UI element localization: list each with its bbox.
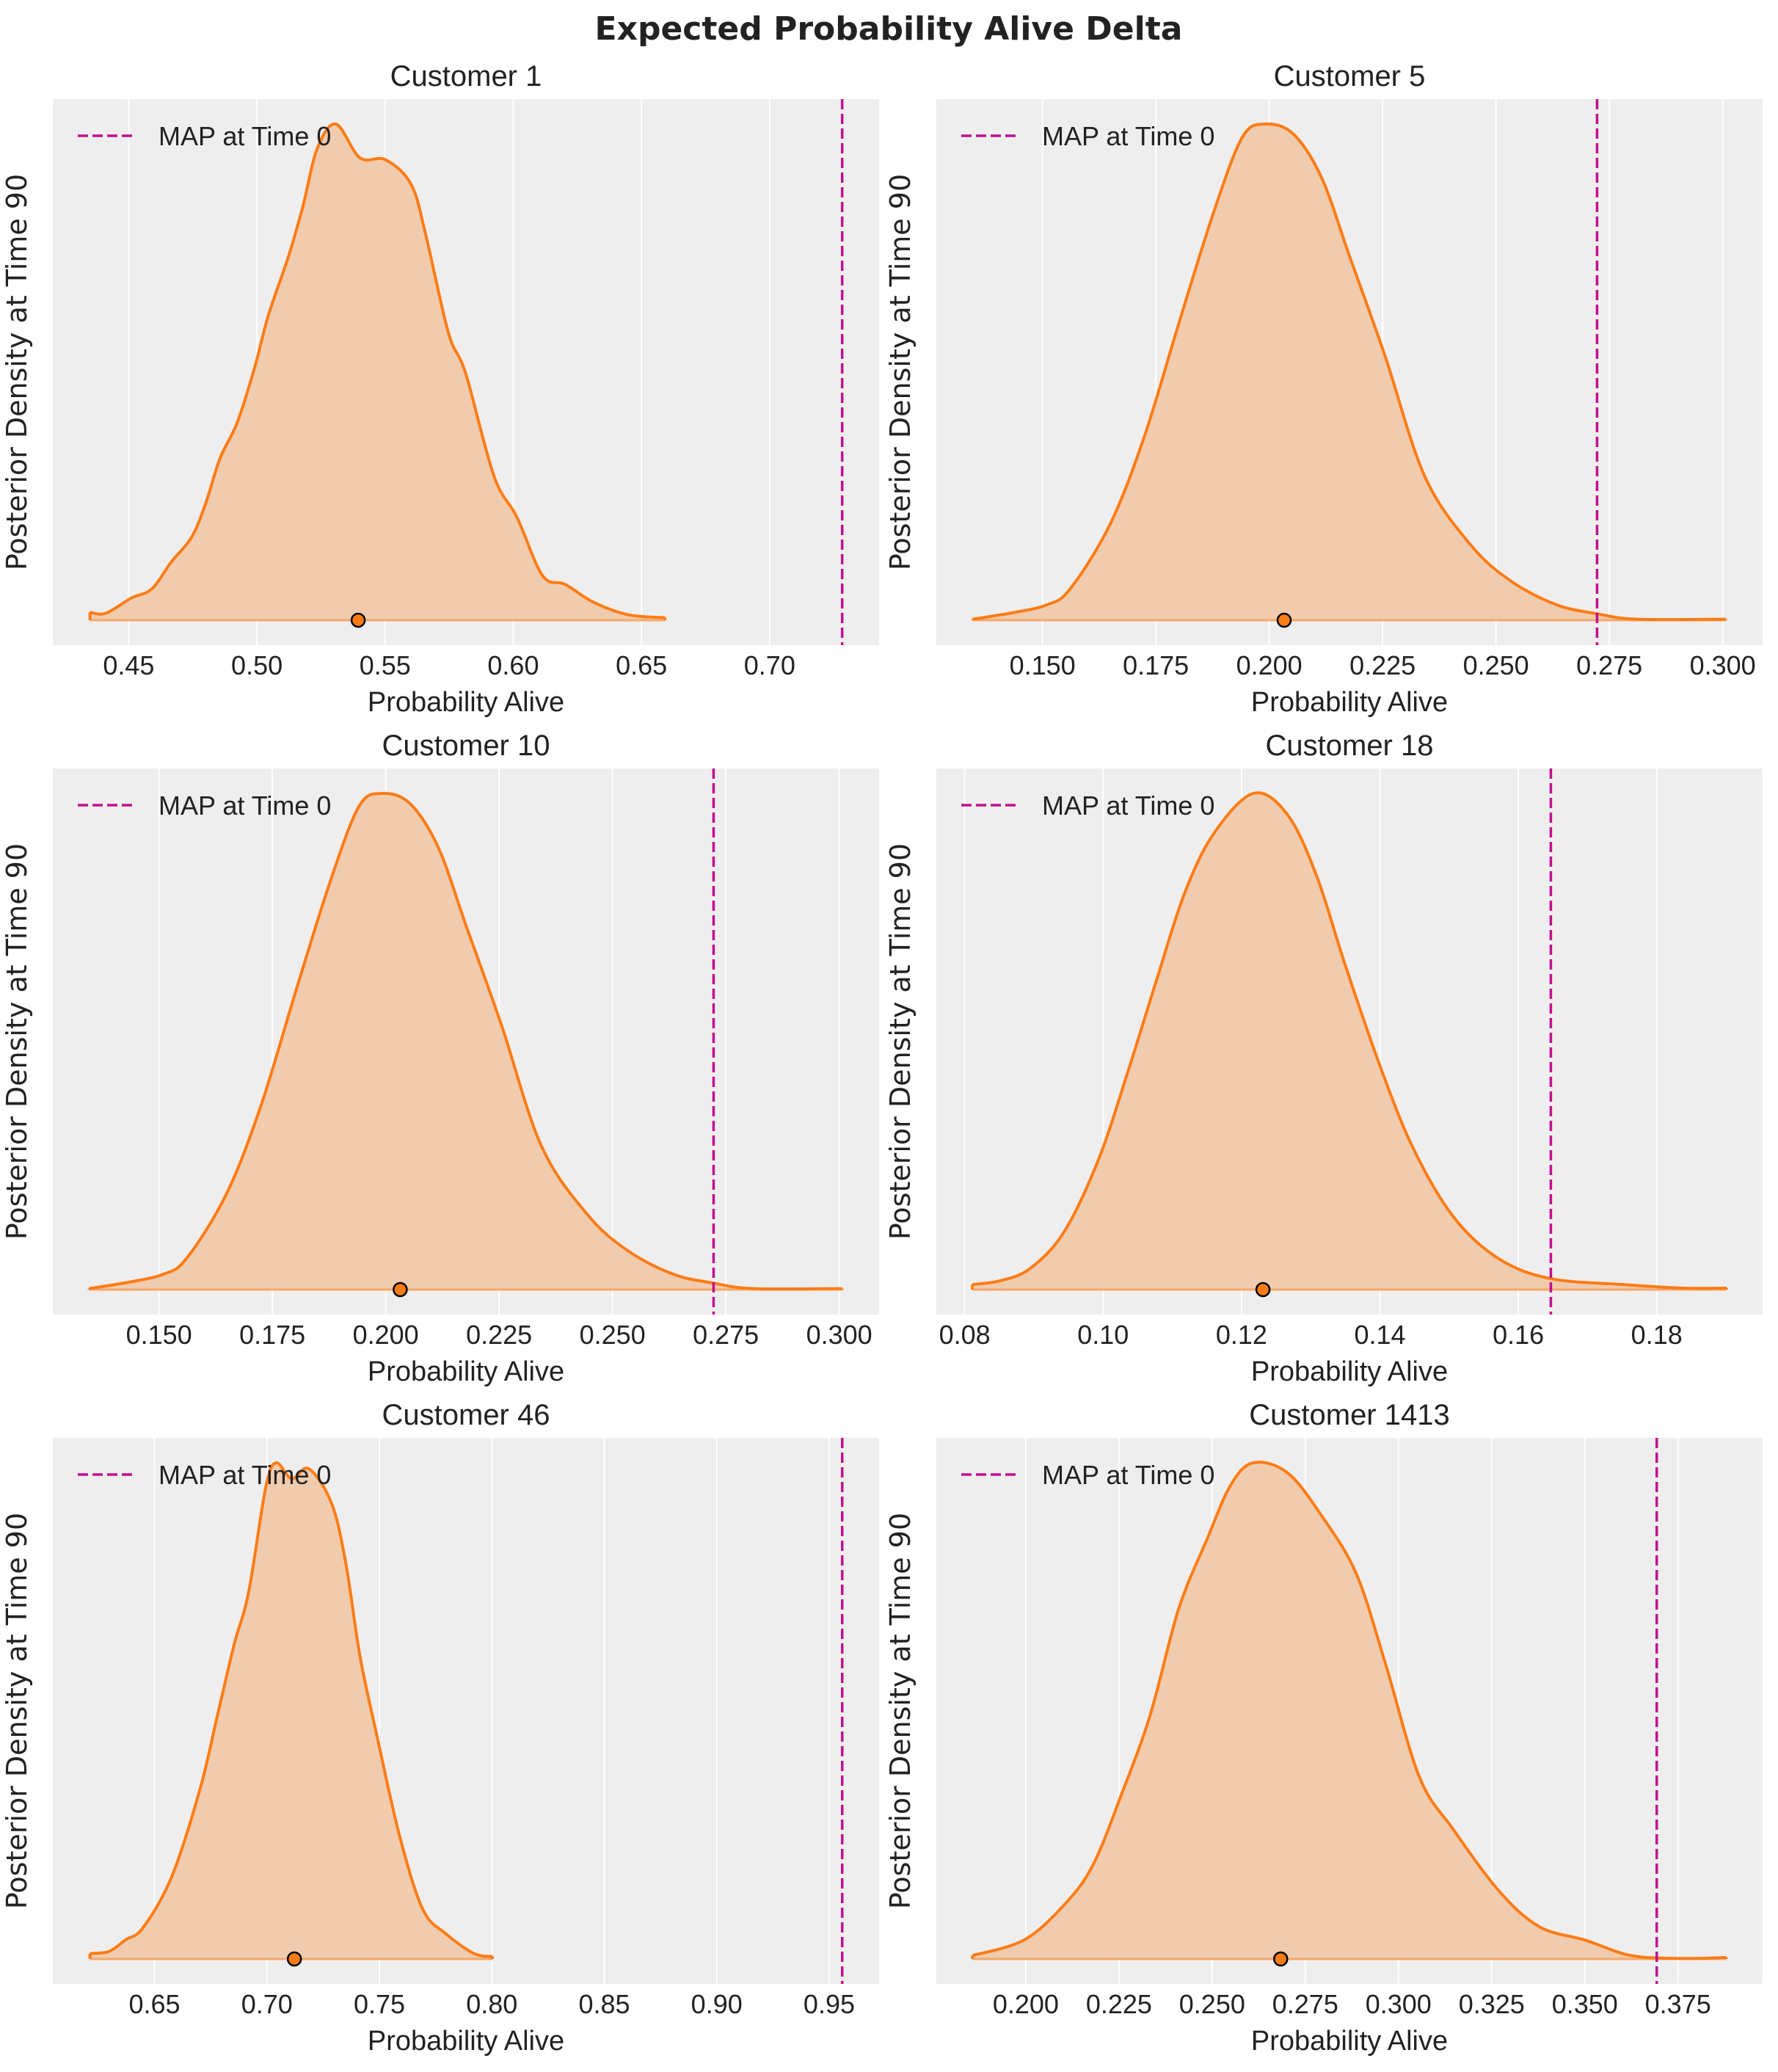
x-tick-label: 0.225	[1349, 650, 1416, 680]
x-tick-label: 0.18	[1631, 1320, 1683, 1350]
x-tick-label: 0.12	[1216, 1320, 1267, 1350]
subplot-title: Customer 5	[1274, 60, 1426, 92]
x-tick-label: 0.300	[1690, 650, 1756, 680]
x-tick-label: 0.90	[691, 1989, 743, 2019]
subplot-title: Customer 10	[382, 730, 550, 762]
x-axis-label: Probability Alive	[368, 1356, 564, 1387]
density-fill	[972, 793, 1727, 1290]
density-curve	[972, 122, 1726, 622]
x-tick-label: 0.300	[1366, 1989, 1432, 2019]
figure-title: Expected Probability Alive Delta	[595, 10, 1183, 48]
point-estimate-marker	[286, 1951, 302, 1967]
x-tick-label: 0.225	[466, 1320, 532, 1350]
x-tick-label: 0.60	[487, 650, 539, 680]
subplot-title: Customer 1	[390, 60, 542, 92]
y-axis-label: Posterior Density at Time 90	[1, 174, 33, 570]
density-curve	[972, 1461, 1727, 1960]
legend-label: MAP at Time 0	[1042, 1460, 1214, 1490]
subplot-4: 0.08 0.10 0.12 0.14 0.16 0.18 MAP at Time 0 Cus…	[884, 730, 1763, 1387]
x-tick-label: 0.300	[806, 1320, 872, 1350]
legend: MAP at Time 0	[78, 121, 331, 151]
x-tick-label: 0.45	[103, 650, 154, 680]
x-axis-label: Probability Alive	[1251, 2026, 1448, 2057]
subplot-6: 0.200 0.225 0.250 0.275 0.300 0.325 0.350 0.375…	[884, 1399, 1763, 2057]
density-curve	[89, 791, 842, 1291]
y-axis-label: Posterior Density at Time 90	[1, 1513, 33, 1909]
x-tick-label: 0.225	[1086, 1989, 1152, 2019]
point-estimate-marker	[1273, 1951, 1289, 1967]
density-fill	[89, 793, 842, 1290]
x-axis-label: Probability Alive	[368, 687, 564, 718]
x-axis-label: Probability Alive	[1251, 687, 1448, 718]
x-tick-label: 0.10	[1077, 1320, 1129, 1350]
x-tick-label: 0.175	[1123, 650, 1189, 680]
x-tick-label: 0.50	[231, 650, 283, 680]
density-curve	[972, 791, 1727, 1290]
y-axis-label: Posterior Density at Time 90	[884, 1513, 917, 1909]
x-tick-label: 0.275	[693, 1320, 759, 1350]
x-tick-label: 0.85	[578, 1989, 630, 2019]
legend-label: MAP at Time 0	[1042, 790, 1214, 821]
subplot-5: 0.65 0.70 0.75 0.80 0.85 0.90 0.95 MAP at Time …	[1, 1399, 879, 2057]
x-tick-label: 0.250	[580, 1320, 646, 1350]
x-tick-label: 0.350	[1552, 1989, 1618, 2019]
legend: MAP at Time 0	[961, 121, 1214, 151]
density-fill	[972, 1462, 1727, 1959]
subplot-title: Customer 18	[1266, 730, 1434, 762]
subplot-title: Customer 1413	[1249, 1399, 1449, 1431]
legend: MAP at Time 0	[78, 790, 331, 821]
x-tick-label: 0.08	[939, 1320, 991, 1350]
legend-label: MAP at Time 0	[159, 1460, 331, 1490]
point-estimate-marker	[393, 1282, 408, 1298]
subplots: 0.45 0.50 0.55 0.60 0.65 0.70 MAP at Time 0 Cus…	[1, 60, 1763, 2057]
y-axis-label: Posterior Density at Time 90	[884, 174, 917, 570]
x-tick-label: 0.65	[616, 650, 667, 680]
x-tick-label: 0.75	[354, 1989, 405, 2019]
x-axis-label: Probability Alive	[1251, 1356, 1448, 1387]
x-tick-label: 0.14	[1354, 1320, 1405, 1350]
y-axis-label: Posterior Density at Time 90	[1, 843, 33, 1240]
legend: MAP at Time 0	[78, 1460, 331, 1490]
x-tick-label: 0.55	[360, 650, 411, 680]
x-tick-label: 0.200	[993, 1989, 1059, 2019]
x-tick-label: 0.200	[1236, 650, 1302, 680]
subplot-2: 0.150 0.175 0.200 0.225 0.250 0.275 0.300 MAP a…	[884, 60, 1763, 718]
point-estimate-marker	[1255, 1282, 1271, 1298]
point-estimate-marker	[350, 612, 366, 628]
legend: MAP at Time 0	[961, 790, 1214, 821]
legend: MAP at Time 0	[961, 1460, 1214, 1490]
x-tick-label: 0.325	[1459, 1989, 1525, 2019]
point-estimate-marker	[1276, 612, 1292, 628]
x-tick-label: 0.250	[1179, 1989, 1245, 2019]
x-tick-label: 0.200	[353, 1320, 419, 1350]
x-tick-label: 0.175	[239, 1320, 305, 1350]
x-tick-label: 0.375	[1645, 1989, 1711, 2019]
x-tick-label: 0.250	[1463, 650, 1529, 680]
subplot-1: 0.45 0.50 0.55 0.60 0.65 0.70 MAP at Time 0 Cus…	[1, 60, 879, 718]
density-fill	[972, 123, 1726, 621]
x-tick-label: 0.16	[1493, 1320, 1544, 1350]
x-tick-label: 0.80	[466, 1989, 517, 2019]
subplot-title: Customer 46	[382, 1399, 550, 1431]
x-tick-label: 0.150	[126, 1320, 192, 1350]
x-tick-label: 0.95	[804, 1989, 855, 2019]
legend-label: MAP at Time 0	[1042, 121, 1214, 151]
x-tick-label: 0.275	[1272, 1989, 1338, 2019]
y-axis-label: Posterior Density at Time 90	[884, 843, 917, 1240]
x-tick-label: 0.70	[241, 1989, 293, 2019]
density-curve	[90, 122, 666, 619]
density-fill	[90, 1462, 493, 1959]
x-tick-label: 0.275	[1576, 650, 1642, 680]
subplot-3: 0.150 0.175 0.200 0.225 0.250 0.275 0.300 MAP a…	[1, 730, 879, 1387]
density-curve	[90, 1461, 493, 1958]
legend-label: MAP at Time 0	[159, 121, 331, 151]
x-tick-label: 0.150	[1010, 650, 1076, 680]
x-axis-label: Probability Alive	[368, 2026, 564, 2057]
density-fill	[90, 123, 666, 621]
x-tick-label: 0.65	[128, 1989, 180, 2019]
legend-label: MAP at Time 0	[159, 790, 331, 821]
x-tick-label: 0.70	[744, 650, 795, 680]
